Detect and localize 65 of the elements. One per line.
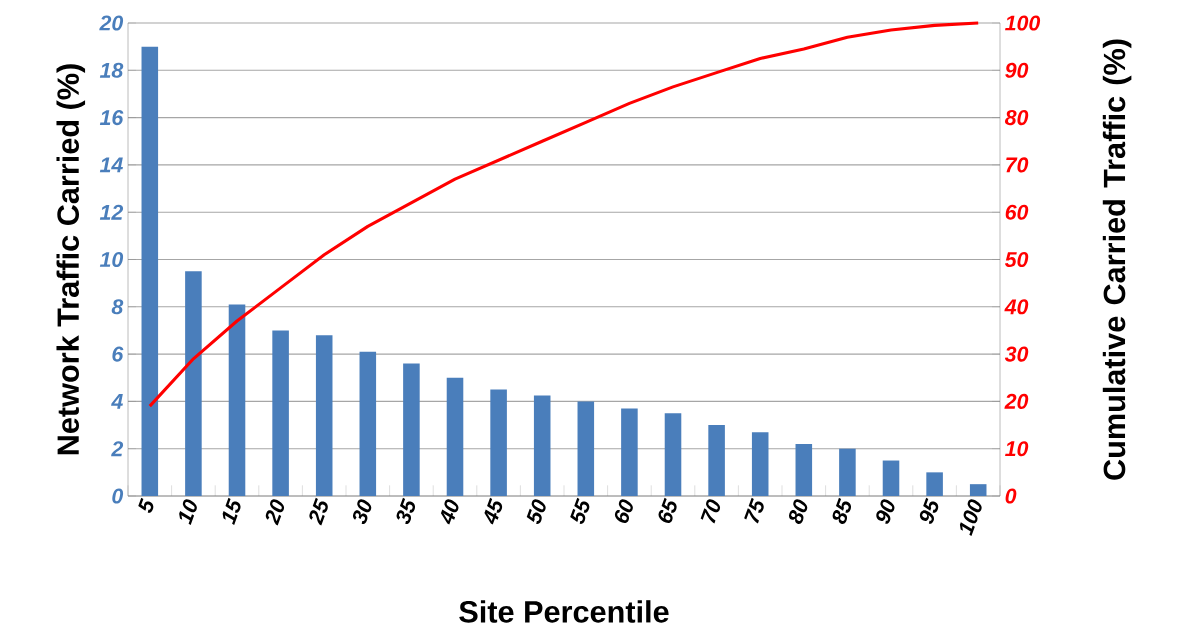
bar [664, 413, 682, 496]
bar [577, 401, 595, 496]
y-tick-label: 4 [111, 394, 123, 409]
x-tick-label: 70 [700, 499, 721, 524]
y2-tick-label: 20 [1004, 393, 1029, 409]
y2-tick-label: 30 [1004, 346, 1029, 362]
y-axis-title: Network Traffic Carried (%) [56, 64, 86, 455]
y-tick-label: 18 [99, 62, 124, 78]
y2-tick-label: 60 [1005, 204, 1029, 220]
y-tick-label: 10 [99, 251, 124, 268]
bar [272, 330, 289, 496]
bar [533, 395, 551, 496]
x-tick-label: 20 [265, 499, 285, 526]
x-tick-label: 85 [832, 497, 852, 524]
x-tick-label: 50 [526, 499, 546, 524]
y2-tick-label: 50 [1004, 251, 1029, 268]
x-tick-label: 60 [614, 499, 633, 524]
x-tick-label: 95 [919, 497, 939, 524]
bar [141, 46, 159, 496]
bar [228, 304, 246, 496]
bar [403, 363, 420, 496]
y2-tick-label: 80 [1004, 110, 1029, 126]
x-tick-label: 40 [440, 499, 459, 525]
bar [969, 484, 987, 496]
y-tick-label: 20 [99, 15, 124, 31]
y-tick-label: 14 [99, 157, 123, 173]
y-tick-label: 0 [112, 488, 124, 504]
y2-axis-title: Cumulative Carried Traffic (%) [1102, 39, 1132, 480]
bar [185, 271, 202, 496]
x-tick-label: 15 [222, 497, 241, 525]
bar [446, 377, 464, 496]
x-tick-label: 5 [138, 497, 154, 513]
x-tick-label: 100 [959, 499, 982, 537]
x-tick-label: 90 [876, 499, 895, 524]
bar [708, 425, 725, 496]
y2-tick-label: 40 [1004, 299, 1029, 315]
y-tick-label: 2 [111, 441, 124, 457]
y-tick-label: 8 [111, 299, 124, 315]
y2-tick-label: 100 [1005, 15, 1041, 31]
x-tick-label: 10 [179, 499, 197, 525]
bar [359, 351, 377, 496]
x-tick-label: 55 [570, 497, 590, 524]
y-tick-label: 16 [99, 110, 124, 126]
x-tick-label: 35 [396, 497, 416, 525]
x-tick-label: 65 [658, 497, 677, 524]
bar [795, 443, 813, 496]
bar [926, 472, 943, 496]
x-tick-label: 45 [484, 497, 503, 525]
x-axis-title: Site Percentile [459, 600, 669, 623]
bar [839, 448, 856, 496]
y-tick-label: 6 [112, 346, 124, 362]
y2-tick-label: 70 [1006, 157, 1029, 173]
bar [882, 460, 900, 496]
y2-tick-label: 10 [1005, 441, 1029, 457]
bar [751, 432, 769, 496]
y2-tick-label: 0 [1005, 488, 1017, 504]
bar [315, 335, 333, 496]
bar [621, 408, 638, 496]
x-tick-label: 75 [744, 497, 764, 524]
y2-tick-label: 90 [1005, 62, 1029, 78]
y-tick-label: 12 [99, 204, 124, 220]
x-tick-label: 80 [788, 499, 808, 524]
x-tick-label: 30 [352, 499, 372, 525]
bar [490, 389, 507, 496]
x-tick-label: 25 [309, 497, 328, 526]
